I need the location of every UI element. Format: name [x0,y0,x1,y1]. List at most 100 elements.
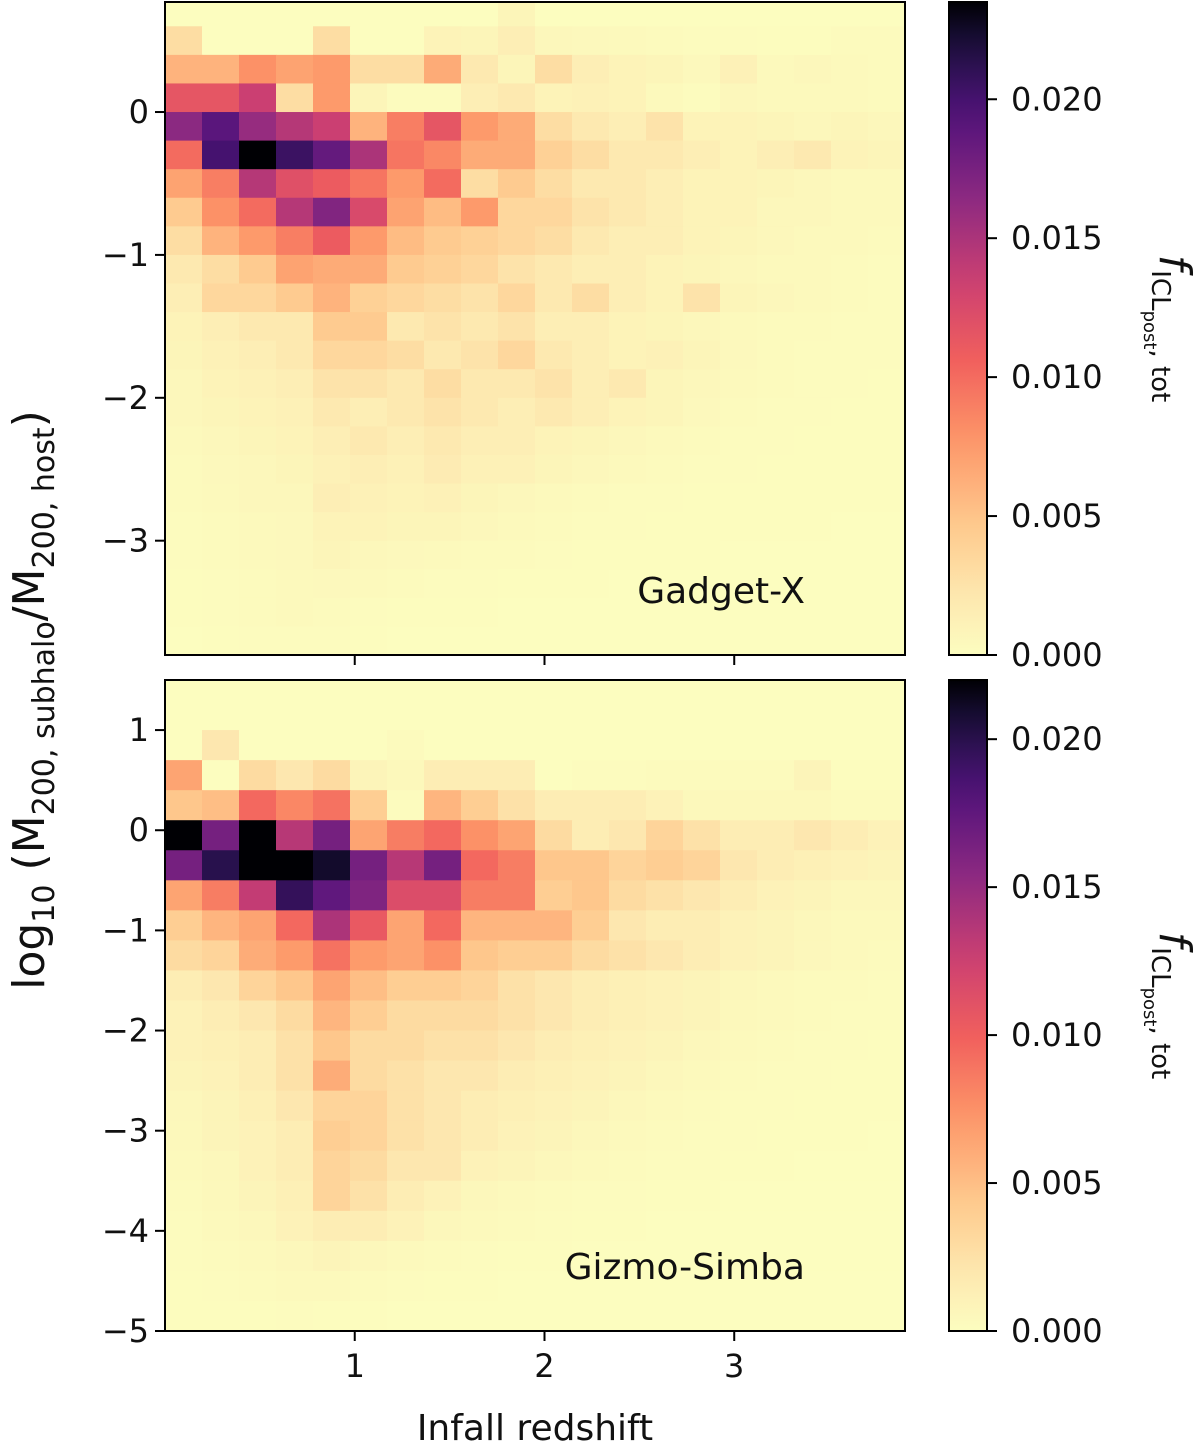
heatmap-cell [757,83,795,113]
heatmap-cell [831,540,869,570]
heatmap-cell [683,940,721,972]
heatmap-cell [535,512,573,542]
heatmap-cell [239,226,277,256]
heatmap-cell [350,910,388,941]
heatmap-cell [424,850,462,881]
bottom-panel: 1 0 −1 −2 −3 −4 −5 1 2 3 Gizmo-Simba 0.000 0.005 0.01… [102,679,1200,1385]
heatmap-cell [831,197,869,227]
heatmap-cell [498,880,536,911]
x-tick-label: 3 [724,1347,744,1385]
heatmap-cell [424,254,462,285]
heatmap-cell [757,820,795,851]
heatmap-cell [609,1150,647,1182]
heatmap-cell [720,880,758,911]
heatmap-cell [831,283,869,313]
heatmap-cell [461,140,499,170]
heatmap-cell [424,54,462,85]
heatmap-cell [202,2,240,27]
heatmap-cell [387,397,425,427]
heatmap-cell [202,254,240,285]
heatmap-cell [720,54,758,85]
heatmap-cell [757,512,795,542]
heatmap-cell [646,970,684,1002]
heatmap-cell [646,83,684,113]
heatmap-cell [350,1120,388,1152]
heatmap-cell [609,169,647,199]
heatmap-cell [313,54,351,85]
heatmap-cell [276,169,314,199]
heatmap-cell [646,454,684,485]
heatmap-cell [313,140,351,170]
heatmap-cell [609,680,647,731]
heatmap-cell [794,197,832,227]
heatmap-cell [646,483,684,513]
heatmap-cell [387,169,425,199]
heatmap-cell [868,312,906,342]
heatmap-cell [276,26,314,56]
heatmap-cell [794,83,832,113]
y-tick-label: 0 [129,93,149,131]
heatmap-cell [165,226,203,256]
heatmap-cell [831,312,869,342]
heatmap-cell [646,1000,684,1032]
colorbar-label: fICLpost, tot [1139,255,1200,403]
heatmap-cell [683,2,721,27]
heatmap-cell [165,197,203,227]
heatmap-cell [202,597,240,628]
heatmap-cell [831,597,869,628]
top-panel: 0 −1 −2 −3 Gadget-X 0.000 0.005 0.010 0.015 0.020… [102,1,1200,674]
heatmap-cell [350,850,388,881]
heatmap-cell [609,483,647,513]
heatmap-cell [683,760,721,791]
heatmap-cell [794,880,832,911]
heatmap-cell [239,2,277,27]
heatmap-cell [350,483,388,513]
heatmap-cell [831,1240,869,1272]
heatmap-cell [757,1060,795,1092]
heatmap-cell [572,626,610,656]
heatmap-cell [868,730,906,761]
colorbar [948,1,988,656]
heatmap-cell [868,197,906,227]
heatmap-cell [683,197,721,227]
heatmap-cell [239,26,277,56]
heatmap-cell [350,226,388,256]
heatmap-cell [239,1180,277,1212]
heatmap-cell [350,1180,388,1212]
heatmap-cell [868,880,906,911]
heatmap-cell [313,680,351,731]
heatmap-cell [165,512,203,542]
heatmap-cell [609,2,647,27]
heatmap-cell [165,910,203,941]
heatmap-cell [535,283,573,313]
heatmap-cell [165,140,203,170]
heatmap-cell [535,730,573,761]
heatmap-cell [165,169,203,199]
heatmap-cell [720,680,758,731]
heatmap-cell [350,880,388,911]
heatmap-cell [350,1210,388,1242]
heatmap-cell [202,910,240,941]
heatmap-cell [461,283,499,313]
heatmap-cell [387,426,425,456]
heatmap-cell [646,626,684,656]
heatmap-cell [572,1300,610,1332]
heatmap-cell [757,254,795,285]
heatmap-cell [276,54,314,85]
heatmap-cell [572,790,610,821]
heatmap-cell [683,454,721,485]
heatmap-cell [276,254,314,285]
heatmap-cell [646,940,684,972]
heatmap-cell [646,1180,684,1212]
heatmap-cell [794,283,832,313]
heatmap-cell [831,254,869,285]
heatmap-cell [572,312,610,342]
heatmap-cell [572,426,610,456]
heatmap-cell [794,540,832,570]
heatmap-cell [387,112,425,142]
heatmap-cell [646,254,684,285]
heatmap-cell [202,1030,240,1062]
heatmap-cell [461,680,499,731]
heatmap-cell [313,730,351,761]
heatmap-cell [646,1300,684,1332]
